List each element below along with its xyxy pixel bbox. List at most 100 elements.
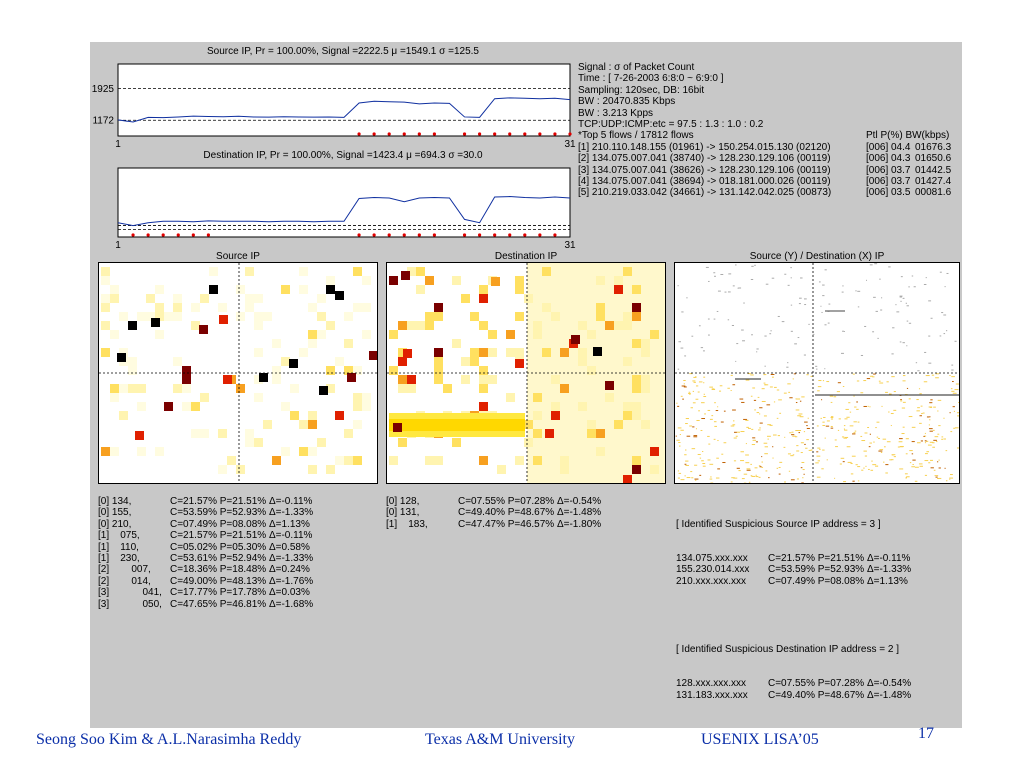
heatmap-dot — [934, 436, 939, 438]
heatmap-dot — [909, 450, 913, 452]
heatmap-cell — [389, 366, 398, 375]
heatmap-dot — [817, 447, 821, 449]
heatmap-dot — [750, 278, 754, 280]
heatmap-cell — [254, 321, 263, 330]
alarm-marker — [206, 233, 210, 237]
heatmap-dot — [680, 429, 684, 431]
alarm-marker — [191, 233, 195, 237]
heatmap-dot — [922, 412, 925, 414]
heatmap-cell — [425, 276, 434, 285]
heatmap-dot — [848, 402, 851, 404]
heatmap-cell — [227, 456, 236, 465]
flows-header-row: *Top 5 flows / 17812 flows Ptl P(%) BW(k… — [578, 130, 949, 141]
heatmap-dot — [690, 471, 693, 473]
heatmap-dot — [901, 407, 906, 409]
heatmap-dot — [946, 272, 949, 274]
heatmap-dot — [707, 459, 711, 461]
heatmap-cell — [551, 375, 560, 384]
heatmap-dot — [830, 416, 834, 418]
flow-bandwidth: 01427.4 — [915, 176, 952, 187]
heatmap-cell — [596, 429, 605, 438]
heatmap-dot — [683, 386, 687, 388]
heatmap-cell — [515, 348, 524, 357]
heatmap-dot — [677, 405, 680, 407]
heatmap-cell — [263, 420, 272, 429]
source-stat-row: [0] 155, C=53.59% P=52.93% Δ=-1.33% — [98, 507, 378, 518]
heatmap-dot — [812, 333, 815, 335]
heatmap-dot — [870, 469, 874, 471]
heatmap-dot — [708, 280, 710, 282]
heatmap-cell — [632, 411, 641, 420]
alarm-marker — [508, 132, 512, 136]
alarm-marker — [538, 132, 542, 136]
stat-index: [0] 128, — [386, 496, 420, 507]
heatmap-cell — [578, 348, 587, 357]
heatmap-dot — [827, 322, 830, 324]
heatmap-dot — [790, 455, 794, 457]
heatmap-cell — [299, 420, 308, 429]
heatmap-dot — [924, 442, 927, 444]
heatmap-cell — [164, 312, 173, 321]
heatmap-dot — [751, 475, 756, 477]
heatmap-dot — [880, 309, 883, 311]
heatmap-dot — [881, 405, 883, 407]
heatmap-dot — [823, 416, 826, 418]
heatmap-dot — [834, 439, 837, 441]
heatmap-cell — [326, 384, 335, 393]
heatmap-dot — [843, 428, 846, 430]
heatmap-dot — [902, 375, 906, 377]
heatmap-dot — [854, 430, 857, 432]
heatmap-cell — [308, 420, 317, 429]
heatmap-dot — [906, 320, 909, 322]
flow-percent: 04.4 — [891, 141, 911, 153]
stat-index: [0] 155, — [98, 507, 132, 519]
heatmap-dot — [792, 435, 796, 437]
heatmap-dot — [826, 420, 830, 422]
heatmap-dot — [751, 444, 756, 446]
heatmap-dot — [930, 317, 933, 319]
heatmap-dot — [890, 413, 894, 415]
heatmap-dot — [723, 442, 727, 444]
heatmap-dot — [796, 445, 799, 447]
flow-percent: 03.7 — [891, 164, 911, 176]
alarm-marker — [553, 233, 557, 237]
heatmap-cell — [272, 456, 281, 465]
heatmap-dot — [793, 373, 796, 375]
heatmap-dot — [740, 460, 745, 462]
heatmap-dot — [802, 477, 804, 479]
heatmap-cell — [398, 384, 407, 393]
heatmap-cell — [101, 447, 110, 456]
heatmap-cell — [578, 402, 587, 411]
heatmap-dot — [692, 390, 695, 392]
heatmap-dot — [913, 286, 916, 288]
heatmap-cell — [614, 321, 623, 330]
heatmap-dot — [867, 405, 869, 407]
heatmap-dot — [716, 310, 719, 312]
heatmap-cell — [347, 373, 356, 382]
info-line-signal: Signal : σ of Packet Count — [578, 62, 695, 73]
flow-row: [5] 210.219.033.042 (34661) -> 131.142.0… — [578, 187, 951, 198]
heatmap-dot — [896, 311, 900, 313]
heatmap-dot — [748, 427, 751, 429]
heatmap-dot — [692, 380, 696, 382]
heatmap-dot — [738, 470, 741, 472]
source-stat-row: [1] 075, C=21.57% P=21.51% Δ=-0.11% — [98, 530, 378, 541]
heatmap-dot — [789, 432, 792, 434]
heatmap-cell — [245, 267, 254, 276]
heatmap-dot — [791, 431, 794, 433]
stat-index: [0] 134, — [98, 496, 132, 507]
heatmap-cell — [110, 330, 119, 339]
heatmap-dot — [905, 302, 908, 304]
heatmap-cell — [515, 359, 524, 368]
heatmap-dot — [905, 453, 908, 455]
heatmap-cell — [641, 375, 650, 384]
heatmap-dot — [932, 442, 935, 444]
heatmap-dot — [877, 337, 879, 339]
heatmap-cell — [317, 294, 326, 303]
alarm-marker — [357, 233, 361, 237]
heatmap-cell — [119, 312, 128, 321]
heatmap-dot — [816, 368, 818, 370]
heatmap-source-destination-ip — [674, 262, 960, 484]
alarm-marker — [146, 233, 150, 237]
heatmap-dot — [737, 287, 739, 289]
